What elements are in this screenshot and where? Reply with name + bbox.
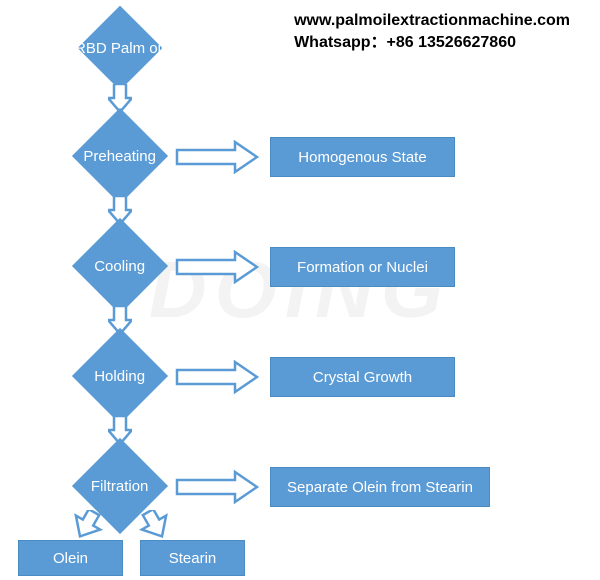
header-whatsapp: Whatsapp：+86 13526627860	[294, 32, 570, 54]
node-start: RBD Palm oil	[78, 6, 163, 91]
header-contact: www.palmoilextractionmachine.com Whatsap…	[294, 10, 570, 55]
node-formation: Formation or Nuclei	[270, 247, 455, 287]
node-filtration-label: Filtration	[84, 478, 156, 495]
node-start-label: RBD Palm oil	[72, 40, 168, 57]
arrow-holding-crystal	[175, 360, 260, 394]
arrow-cooling-formation	[175, 250, 260, 284]
node-homogenous-label: Homogenous State	[298, 149, 426, 166]
arrow-preheating-homogenous	[175, 140, 260, 174]
header-url: www.palmoilextractionmachine.com	[294, 10, 570, 32]
node-crystal: Crystal Growth	[270, 357, 455, 397]
node-preheating: Preheating	[72, 108, 168, 204]
node-olein-label: Olein	[53, 550, 88, 567]
node-holding-label: Holding	[88, 368, 152, 385]
node-olein: Olein	[18, 540, 123, 576]
node-separate: Separate Olein from Stearin	[270, 467, 490, 507]
node-stearin: Stearin	[140, 540, 245, 576]
node-formation-label: Formation or Nuclei	[297, 259, 428, 276]
node-cooling-label: Cooling	[88, 258, 152, 275]
arrow-filtration-stearin	[138, 510, 174, 542]
node-crystal-label: Crystal Growth	[313, 369, 412, 386]
node-stearin-label: Stearin	[169, 550, 217, 567]
node-preheating-label: Preheating	[78, 148, 162, 165]
node-holding: Holding	[72, 328, 168, 424]
node-cooling: Cooling	[72, 218, 168, 314]
node-homogenous: Homogenous State	[270, 137, 455, 177]
node-separate-label: Separate Olein from Stearin	[287, 479, 473, 496]
arrow-filtration-separate	[175, 470, 260, 504]
arrow-filtration-olein	[68, 510, 104, 542]
